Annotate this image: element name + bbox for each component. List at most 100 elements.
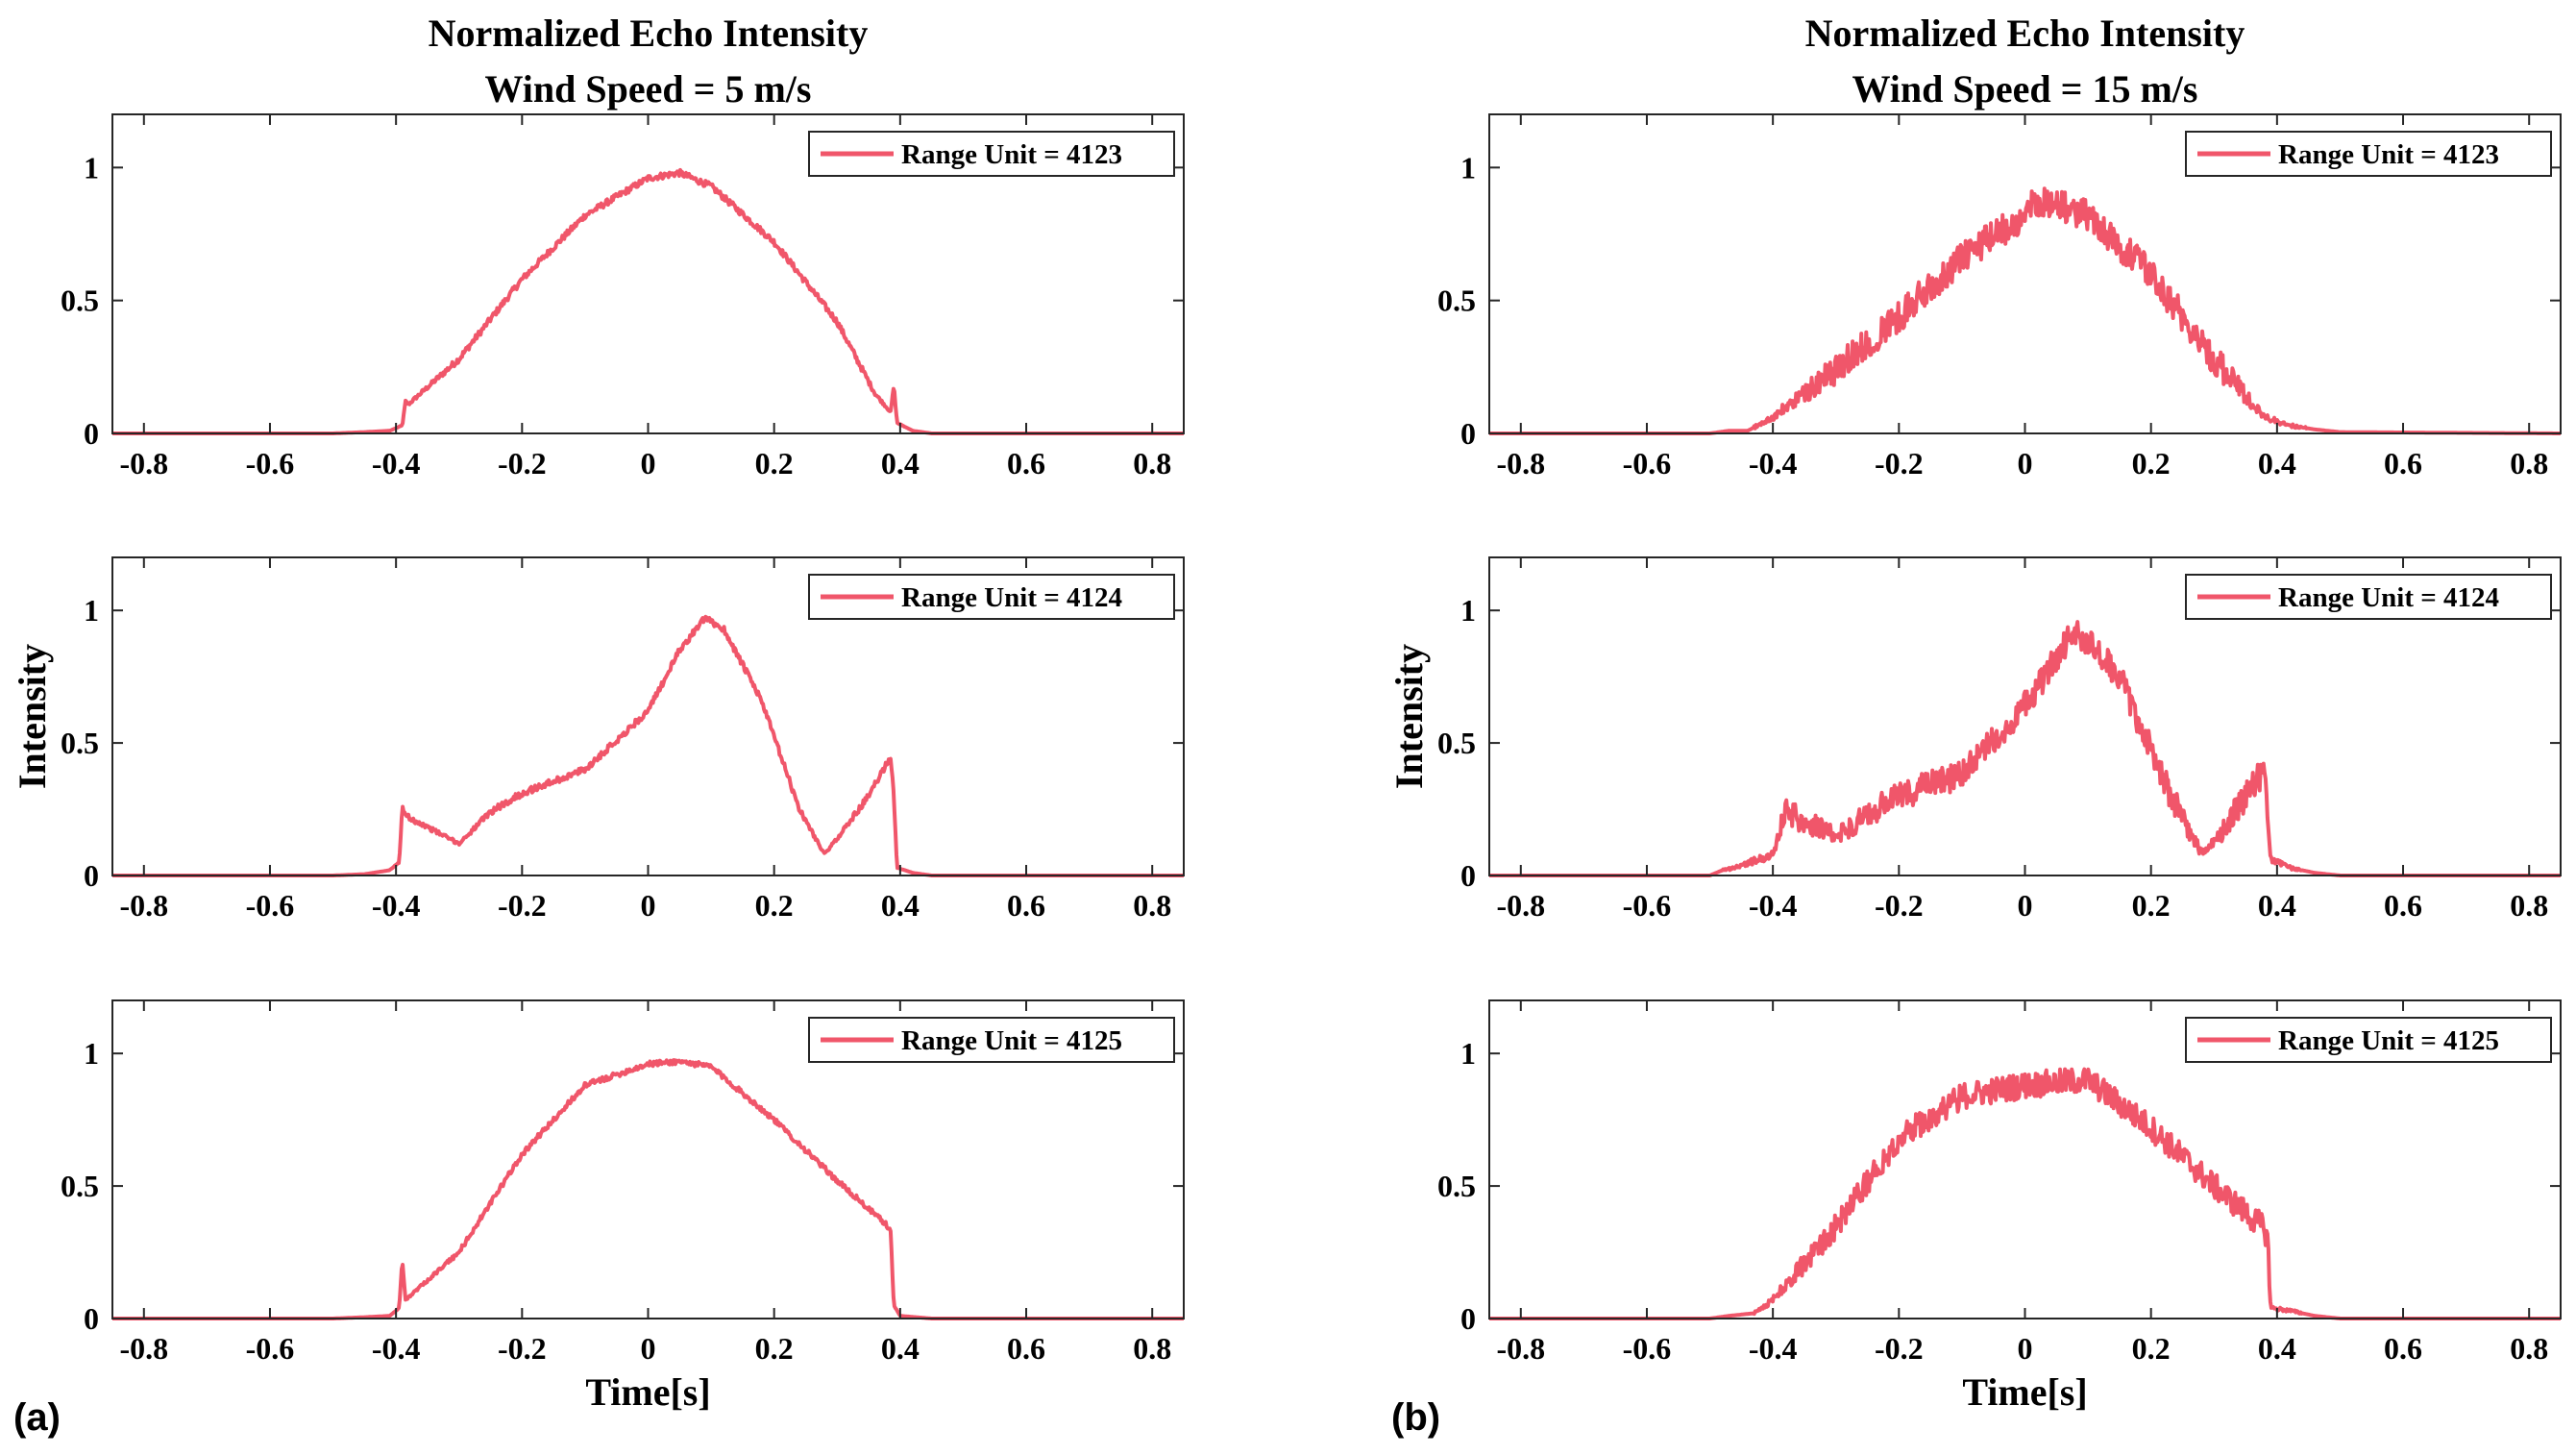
x-tick-label: -0.6 <box>1623 1331 1672 1366</box>
x-tick-label: 0.6 <box>1007 1331 1045 1366</box>
subplot-4: -0.8 -0.6 -0.4 -0.2 0 0.2 0.4 0.6 0.8 0 0.5 1 Intens… <box>1387 556 2562 923</box>
x-tick-label: -0.2 <box>498 1331 547 1366</box>
y-tick-label: 0.5 <box>61 1169 99 1203</box>
x-tick-label: -0.2 <box>498 446 547 481</box>
x-tick-label: 0.4 <box>2258 888 2296 923</box>
y-tick-label: 1 <box>84 593 99 628</box>
x-tick-label: 0.4 <box>2258 446 2296 481</box>
x-tick-label: -0.4 <box>1749 1331 1798 1366</box>
subplot-1: -0.8 -0.6 -0.4 -0.2 0 0.2 0.4 0.6 0.8 0 0.5 1 Intens… <box>11 556 1185 923</box>
legend: Range Unit = 4125 <box>2185 1017 2552 1063</box>
chart-subtitle: Wind Speed = 15 m/s <box>1852 67 2198 111</box>
x-tick-label: 0.2 <box>755 446 794 481</box>
subplot-0: -0.8 -0.6 -0.4 -0.2 0 0.2 0.4 0.6 0.8 0 0.5 1 Normal… <box>61 12 1185 481</box>
x-tick-label: 0.8 <box>1133 888 1171 923</box>
x-tick-label: 0.8 <box>2510 446 2548 481</box>
y-tick-label: 1 <box>1460 1036 1476 1071</box>
y-tick-label: 0.5 <box>1437 1169 1476 1203</box>
x-tick-label: 0.8 <box>2510 1331 2548 1366</box>
x-axis-label: Time[s] <box>1962 1370 2087 1414</box>
x-tick-label: 0 <box>2018 1331 2033 1366</box>
legend-label: Range Unit = 4124 <box>901 582 1122 613</box>
x-tick-label: -0.2 <box>1875 1331 1924 1366</box>
x-tick-label: -0.4 <box>1749 888 1798 923</box>
x-tick-label: 0 <box>641 1331 656 1366</box>
legend: Range Unit = 4123 <box>808 131 1175 177</box>
legend: Range Unit = 4124 <box>2185 574 2552 620</box>
y-tick-label: 0 <box>84 1301 99 1336</box>
x-axis-label: Time[s] <box>585 1370 710 1414</box>
y-tick-label: 1 <box>1460 593 1476 628</box>
x-tick-label: 0.4 <box>881 1331 920 1366</box>
legend: Range Unit = 4125 <box>808 1017 1175 1063</box>
chart-subtitle: Wind Speed = 5 m/s <box>485 67 812 111</box>
x-tick-label: -0.8 <box>1496 1331 1545 1366</box>
legend-label: Range Unit = 4125 <box>901 1025 1122 1056</box>
x-tick-label: 0.2 <box>2132 1331 2171 1366</box>
x-tick-label: 0.6 <box>2384 446 2422 481</box>
x-tick-label: 0.2 <box>755 888 794 923</box>
legend: Range Unit = 4124 <box>808 574 1175 620</box>
legend: Range Unit = 4123 <box>2185 131 2552 177</box>
y-tick-label: 0 <box>84 858 99 893</box>
x-tick-label: -0.8 <box>119 446 168 481</box>
legend-label: Range Unit = 4124 <box>2278 582 2499 613</box>
panel-label-b: (b) <box>1391 1396 1440 1439</box>
chart-title: Normalized Echo Intensity <box>429 12 869 55</box>
x-tick-label: -0.4 <box>372 1331 421 1366</box>
x-tick-label: -0.8 <box>119 888 168 923</box>
x-tick-label: -0.4 <box>372 888 421 923</box>
x-tick-label: 0.6 <box>2384 888 2422 923</box>
y-tick-label: 0.5 <box>61 284 99 318</box>
y-tick-label: 0.5 <box>1437 726 1476 760</box>
x-tick-label: -0.6 <box>246 1331 295 1366</box>
x-tick-label: -0.2 <box>498 888 547 923</box>
x-tick-label: -0.6 <box>246 446 295 481</box>
x-tick-label: -0.8 <box>1496 446 1545 481</box>
y-tick-label: 1 <box>84 150 99 185</box>
plots-layer: -0.8 -0.6 -0.4 -0.2 0 0.2 0.4 0.6 0.8 0 0.5 1 Normal… <box>11 12 2562 1414</box>
x-tick-label: 0.2 <box>2132 446 2171 481</box>
x-tick-label: 0 <box>641 446 656 481</box>
x-tick-label: 0.2 <box>2132 888 2171 923</box>
x-tick-label: 0 <box>2018 446 2033 481</box>
x-tick-label: 0.4 <box>881 446 920 481</box>
y-tick-label: 0 <box>1460 416 1476 451</box>
subplot-3: -0.8 -0.6 -0.4 -0.2 0 0.2 0.4 0.6 0.8 0 0.5 1 Normal… <box>1437 12 2562 481</box>
x-tick-label: 0 <box>2018 888 2033 923</box>
y-tick-label: 0 <box>84 416 99 451</box>
panel-label-a: (a) <box>13 1396 61 1439</box>
y-tick-label: 0 <box>1460 1301 1476 1336</box>
x-tick-label: 0.4 <box>881 888 920 923</box>
chart-title: Normalized Echo Intensity <box>1805 12 2245 55</box>
x-tick-label: 0.8 <box>1133 446 1171 481</box>
y-tick-label: 1 <box>84 1036 99 1071</box>
y-tick-label: 0 <box>1460 858 1476 893</box>
y-tick-label: 0.5 <box>61 726 99 760</box>
x-tick-label: -0.8 <box>119 1331 168 1366</box>
x-tick-label: 0.8 <box>2510 888 2548 923</box>
x-tick-label: -0.8 <box>1496 888 1545 923</box>
y-axis-label: Intensity <box>11 644 54 789</box>
x-tick-label: -0.4 <box>1749 446 1798 481</box>
x-tick-label: 0.8 <box>1133 1331 1171 1366</box>
legend-label: Range Unit = 4125 <box>2278 1025 2499 1056</box>
x-tick-label: -0.6 <box>1623 446 1672 481</box>
legend-label: Range Unit = 4123 <box>901 139 1122 170</box>
x-tick-label: -0.6 <box>246 888 295 923</box>
x-tick-label: -0.2 <box>1875 446 1924 481</box>
y-tick-label: 0.5 <box>1437 284 1476 318</box>
x-tick-label: -0.6 <box>1623 888 1672 923</box>
x-tick-label: -0.2 <box>1875 888 1924 923</box>
x-tick-label: 0.6 <box>2384 1331 2422 1366</box>
x-tick-label: -0.4 <box>372 446 421 481</box>
y-axis-label: Intensity <box>1387 644 1431 789</box>
legend-label: Range Unit = 4123 <box>2278 139 2499 170</box>
x-tick-label: 0.2 <box>755 1331 794 1366</box>
x-tick-label: 0.4 <box>2258 1331 2296 1366</box>
y-tick-label: 1 <box>1460 150 1476 185</box>
x-tick-label: 0.6 <box>1007 446 1045 481</box>
subplot-5: -0.8 -0.6 -0.4 -0.2 0 0.2 0.4 0.6 0.8 0 0.5 1 Time[s… <box>1437 999 2562 1414</box>
subplot-2: -0.8 -0.6 -0.4 -0.2 0 0.2 0.4 0.6 0.8 0 0.5 1 Time[s… <box>61 999 1185 1414</box>
